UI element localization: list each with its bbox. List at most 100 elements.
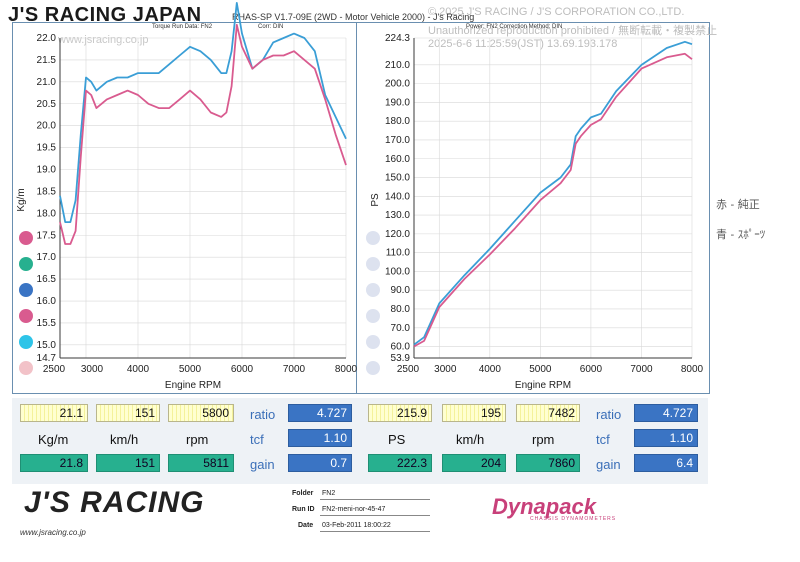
ratio-label-right: ratio (596, 407, 622, 422)
power-y-tick-label: 170.0 (385, 135, 410, 146)
power-y-tick-label: 100.0 (385, 266, 410, 277)
gain-value-cell-right: 6.4 (634, 454, 698, 472)
power-y-tick-label: 90.0 (391, 285, 411, 296)
power-y-tick-label: 110.0 (386, 248, 411, 259)
torque-y-tick-label: 19.5 (37, 143, 57, 154)
dynapack-logo: Dynapack (492, 494, 596, 519)
rpm-unit-label-right: rpm (532, 432, 555, 447)
runid-label: Run ID (292, 506, 315, 513)
gain-label-right: gain (596, 457, 621, 472)
runid-value: FN2-meni-nor-45-47 (322, 506, 386, 513)
torque-chart: 22.0 21.5 21.0 20.5 20.0 19.5 19.0 18.5 18.0 17.5… (16, 2, 358, 391)
power-pink-line (413, 52, 693, 348)
torque-x-tick-label: 8000 (335, 364, 358, 375)
gain-value-cell: 0.7 (288, 454, 352, 472)
power-legend-dot (366, 231, 380, 245)
dynapack-subtitle: CHASSIS DYNAMOMETERS (530, 516, 617, 522)
power-legend-dot (366, 309, 380, 323)
tcf-value-cell-right: 1.10 (634, 429, 698, 447)
torque-y-tick-label: 16.0 (37, 296, 57, 307)
torque-y-tick-label: 21.5 (37, 55, 57, 66)
torque-y-tick-label: 22.0 (37, 33, 57, 44)
max-torque-cell: 21.8 (20, 454, 88, 472)
power-y-tick-label: 160.0 (385, 154, 410, 165)
power-y-axis-label: PS (370, 193, 381, 207)
folder-label: Folder (292, 490, 314, 497)
power-blue-line (413, 40, 693, 346)
header-right-small: Power: FN2 Correction Method: DIN (466, 24, 563, 30)
torque-pink-line (59, 23, 347, 245)
date-underline (320, 531, 430, 532)
power-chart: 224.3 210.0 200.0 190.0 180.0 170.0 160.0 150.0… (366, 33, 704, 391)
max-speed-cell-right: 204 (442, 454, 506, 472)
watermark-prohibited: Unauthorized reproduction prohibited / 無… (428, 25, 718, 37)
torque-x-tick-label: 7000 (283, 364, 306, 375)
power-value-cell: 215.9 (368, 404, 432, 422)
power-y-tick-label: 70.0 (391, 323, 411, 334)
torque-value-cell: 21.1 (20, 404, 88, 422)
power-x-tick-label: 6000 (580, 364, 603, 375)
power-x-tick-label: 7000 (630, 364, 653, 375)
power-unit-label: PS (388, 432, 406, 447)
power-y-tick-label: 190.0 (385, 97, 410, 108)
power-y-tick-label: 140.0 (385, 191, 410, 202)
torque-y-tick-label: 17.0 (37, 252, 57, 263)
torque-y-tick-label: 15.5 (37, 318, 57, 329)
rpm-value-cell-right: 7482 (516, 404, 580, 422)
footer (12, 486, 708, 536)
power-x-tick-label: 3000 (434, 364, 457, 375)
torque-x-tick-label: 3000 (81, 364, 104, 375)
handwritten-red-note: 赤 - 純正 (716, 198, 760, 211)
torque-x-tick-label: 4000 (127, 364, 150, 375)
handwritten-blue-note: 青 - ｽﾎﾟｰﾂ (716, 228, 766, 241)
torque-x-tick-label: 5000 (179, 364, 202, 375)
watermark-title: J'S RACING JAPAN (8, 4, 202, 26)
torque-legend-dot (19, 283, 33, 297)
torque-legend-dot (19, 257, 33, 271)
torque-x-tick-label: 6000 (231, 364, 254, 375)
torque-y-tick-label: 16.5 (37, 274, 57, 285)
power-y-tick-label: 150.0 (385, 173, 410, 184)
torque-legend-dot (19, 309, 33, 323)
rpm-unit-label: rpm (186, 432, 209, 447)
torque-y-tick-label: 20.5 (37, 99, 57, 110)
max-rpm-cell: 5811 (168, 454, 234, 472)
watermark-copyright: © 2025 J'S RACING / J'S CORPORATION CO.,… (428, 6, 685, 18)
power-y-tick-label: 130.0 (385, 210, 410, 221)
header-left-corr: Corr: DIN (258, 24, 284, 30)
torque-x-axis-label: Engine RPM (165, 380, 221, 391)
watermark-timestamp: 2025-6-6 11:25:59(JST) 13.69.193.178 (428, 38, 618, 50)
folder-value: FN2 (322, 490, 336, 497)
torque-legend-dot (19, 231, 33, 245)
power-y-tick-label: 200.0 (385, 79, 410, 90)
power-y-tick-label: 180.0 (385, 116, 410, 127)
torque-unit-label: Kg/m (38, 432, 69, 447)
js-racing-logo: J'S RACING (24, 486, 205, 519)
power-y-tick-label: 53.9 (391, 353, 411, 364)
js-racing-logo-url: www.jsracing.co.jp (20, 528, 86, 537)
max-speed-cell: 151 (96, 454, 160, 472)
torque-y-tick-label: 14.7 (37, 353, 57, 364)
power-y-tick-label: 210.0 (385, 60, 410, 71)
torque-blue-line (59, 2, 347, 224)
torque-y-tick-label: 20.0 (37, 121, 57, 132)
ratio-value-cell-right: 4.727 (634, 404, 698, 422)
power-y-tick-label: 224.3 (385, 33, 410, 44)
header-left-small: Torque Run Data: FN2 (152, 24, 213, 30)
header-software: RHAS-SP V1.7-09E (232, 12, 312, 22)
torque-y-tick-label: 18.0 (37, 208, 57, 219)
torque-y-axis-label: Kg/m (16, 188, 27, 211)
power-y-tick-label: 60.0 (391, 342, 411, 353)
power-x-axis-label: Engine RPM (515, 380, 571, 391)
speed-unit-label-right: km/h (456, 432, 485, 447)
torque-y-tick-label: 18.5 (37, 186, 57, 197)
torque-y-tick-label: 19.0 (37, 165, 57, 176)
speed-unit-label: km/h (110, 432, 139, 447)
torque-y-tick-label: 15.0 (37, 340, 57, 351)
tcf-label-right: tcf (596, 432, 610, 447)
speed-value-cell-right: 195 (442, 404, 506, 422)
power-y-tick-label: 80.0 (391, 304, 411, 315)
rpm-value-cell: 5800 (168, 404, 234, 422)
folder-underline (320, 499, 430, 500)
power-x-tick-label: 2500 (397, 364, 420, 375)
